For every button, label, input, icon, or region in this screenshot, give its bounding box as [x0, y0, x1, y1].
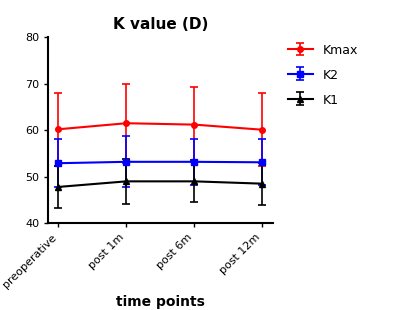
Title: K value (D): K value (D): [113, 17, 208, 32]
Legend: Kmax, K2, K1: Kmax, K2, K1: [288, 43, 358, 107]
X-axis label: time points: time points: [116, 295, 205, 309]
